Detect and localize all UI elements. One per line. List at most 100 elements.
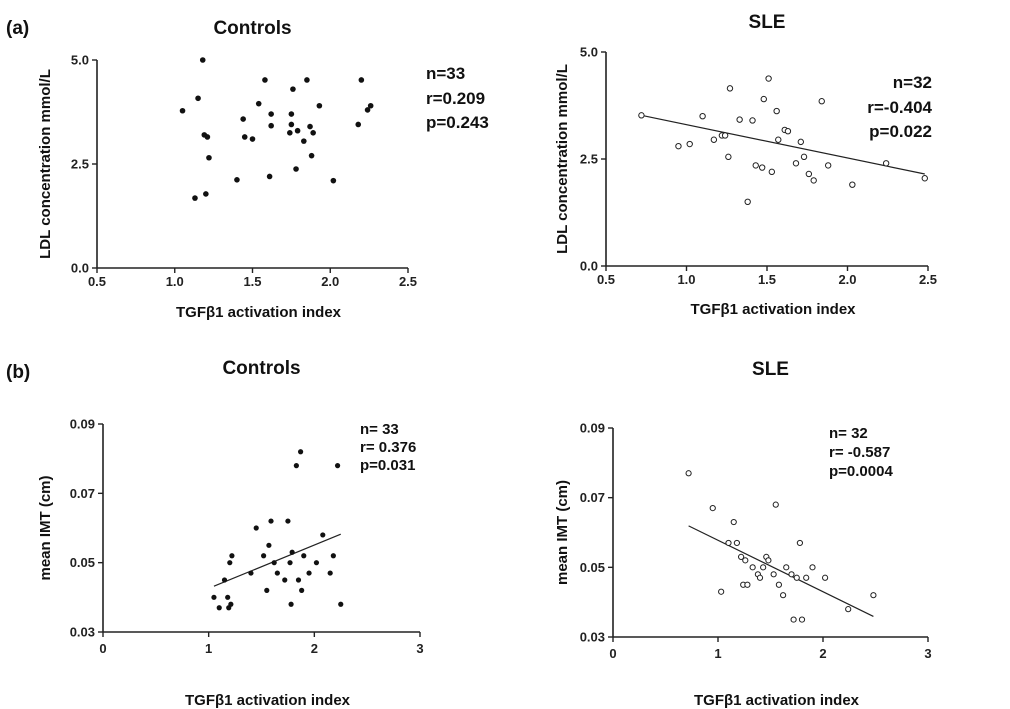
data-point [781,126,788,134]
chart-title: Controls [222,358,300,379]
y-tick-label: 0.0 [71,261,89,276]
y-axis-label: mean IMT (cm) [554,480,571,585]
y-tick-label: 0.05 [70,555,95,570]
data-point [304,77,310,83]
x-tick-label: 1 [714,646,721,661]
data-point [229,553,235,559]
data-point [768,168,776,176]
data-point [882,160,890,167]
data-point [845,606,852,613]
data-point [285,518,291,524]
data-point [726,85,734,92]
data-point [179,107,186,114]
data-point [301,553,307,559]
y-tick-label: 0.09 [580,421,605,436]
data-point [255,100,262,107]
data-point [780,592,787,599]
regression-line [641,114,925,175]
data-point [784,127,792,135]
data-point [749,564,756,571]
data-point [330,553,336,559]
y-tick-label: 0.0 [580,259,598,274]
stat-line: p=0.031 [360,457,415,474]
data-point [772,501,779,508]
data-point [775,581,783,588]
x-tick-label: 0.5 [88,274,106,289]
data-point [201,132,208,138]
x-tick-label: 3 [924,646,931,661]
data-point [268,111,274,117]
data-point [240,116,246,122]
data-point [334,463,341,469]
data-point [725,539,732,547]
x-axis-label: TGFβ1 activation index [185,692,351,709]
x-axis-label: TGFβ1 activation index [690,301,856,318]
data-point [744,581,751,588]
data-point [287,560,293,566]
y-tick-label: 5.0 [580,45,598,60]
data-point [758,164,766,171]
data-point [721,132,729,139]
stat-line: r= 0.376 [360,439,416,456]
data-point [770,571,777,578]
data-point [327,570,333,576]
data-point [313,560,320,566]
regression-line [213,533,341,587]
x-tick-label: 0.5 [597,272,615,287]
x-tick-label: 1.0 [677,272,695,287]
data-point [756,574,764,581]
data-point [266,542,272,548]
data-point [800,153,808,161]
data-point [798,616,806,623]
data-point [736,116,743,123]
data-point [793,574,800,581]
x-tick-label: 3 [416,641,423,656]
stat-line: r=0.209 [426,89,485,108]
data-point [754,571,762,578]
data-point [293,463,299,469]
data-point [358,77,365,83]
panel-label-b: (b) [6,362,31,383]
panel-label-a: (a) [6,18,30,39]
data-point [225,594,231,600]
x-tick-label: 2.5 [919,272,937,287]
data-point [290,86,296,92]
y-tick-label: 2.5 [71,157,89,172]
data-point [765,557,772,564]
stat-line: n= 33 [360,421,399,438]
data-point [763,553,770,560]
data-point [203,191,209,197]
data-point [268,518,274,524]
data-point [299,587,305,594]
data-point [809,564,816,571]
data-point [330,177,337,184]
data-point [288,111,295,117]
data-point [294,127,301,134]
data-point [266,173,273,180]
data-point [192,195,198,201]
data-point [367,102,374,109]
data-point [797,138,805,146]
data-point [849,181,856,188]
data-point [306,570,312,576]
data-point [228,601,234,607]
data-point [199,57,206,63]
data-point [749,117,756,124]
data-point [685,470,692,477]
data-point [261,553,267,559]
data-point [338,601,344,607]
data-point [293,166,299,172]
x-axis-label: TGFβ1 activation index [176,304,342,321]
data-point [686,140,693,148]
x-tick-label: 0 [99,641,106,656]
data-point [234,177,240,183]
data-point [227,560,233,566]
y-tick-label: 0.03 [580,630,605,645]
x-tick-label: 1.5 [243,274,261,289]
data-point [740,581,747,588]
stat-line: p=0.022 [869,122,932,141]
